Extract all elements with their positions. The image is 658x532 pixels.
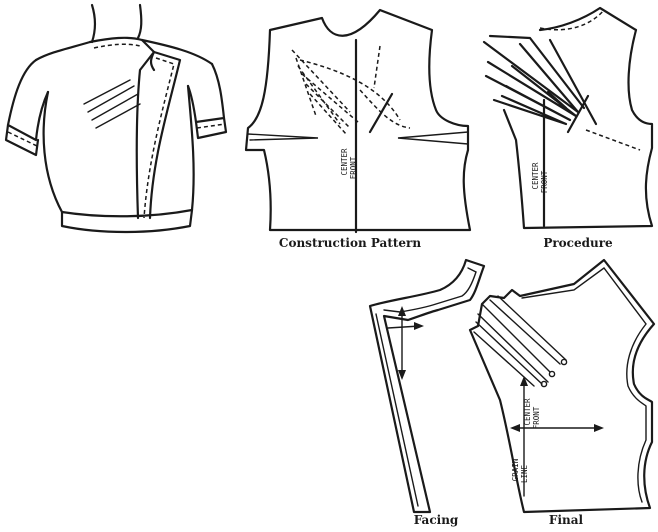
construction-guide-6	[309, 93, 347, 135]
collar-stitch	[93, 43, 141, 49]
wrap-inner	[135, 50, 156, 220]
tuck-1	[83, 79, 131, 105]
final-center-label-a: CENTER	[523, 398, 532, 426]
waistband	[60, 208, 194, 234]
procedure-tick-1	[546, 90, 568, 110]
cuff-right	[194, 116, 228, 140]
procedure-cut	[548, 38, 598, 126]
facing-grain-arrow-down	[398, 370, 406, 380]
cuff-right-stitch	[196, 123, 226, 129]
procedure-pattern: CENTER FRONT Procedure	[482, 6, 654, 250]
procedure-neck-dash	[539, 9, 605, 31]
tuck-2	[87, 85, 135, 113]
final-dart-1	[481, 303, 551, 373]
procedure-waist-dash	[585, 129, 641, 151]
final-grain-arrow-left	[510, 424, 520, 432]
procedure-outline	[502, 6, 654, 230]
final-dart-point-3	[540, 380, 548, 388]
tuck-4	[95, 103, 141, 129]
sleeve-right	[186, 62, 226, 124]
tuck-3	[91, 93, 139, 121]
final-grain-label-b: LINE	[520, 464, 529, 483]
cuff-left-stitch	[7, 131, 38, 147]
final-outline	[468, 258, 656, 514]
construction-caption: Construction Pattern	[279, 236, 421, 250]
procedure-caption: Procedure	[543, 236, 613, 250]
final-dart-5	[489, 299, 561, 365]
procedure-fold-1	[488, 34, 586, 110]
procedure-fold-5	[492, 94, 568, 126]
final-grain-label-a: GRAIN	[511, 459, 520, 482]
procedure-fold-4	[484, 74, 572, 122]
facing-inner-edge	[375, 313, 419, 507]
final-dart-2	[477, 313, 549, 383]
neck-right	[136, 3, 143, 40]
final-center-label-b: FRONT	[532, 406, 541, 429]
shoulder-left	[34, 40, 92, 62]
facing-inner	[383, 267, 477, 313]
bodice-side-left	[42, 90, 64, 214]
wrap-stitch	[143, 57, 175, 219]
construction-outline	[244, 8, 472, 232]
procedure-center-label: CENTER	[531, 162, 540, 190]
construction-guide-1	[291, 49, 351, 113]
procedure-slash	[566, 94, 590, 134]
final-grain-arrow-up	[520, 376, 528, 386]
construction-guide-8	[359, 89, 411, 129]
final-seam-allowance	[521, 267, 647, 503]
construction-center-label-a: CENTER	[340, 148, 349, 176]
procedure-fold-3	[486, 60, 578, 118]
construction-center-label-b: FRONT	[349, 156, 358, 179]
shoulder-right	[140, 38, 214, 66]
construction-pattern: CENTER FRONT Construction Pattern	[244, 8, 472, 250]
neck-left	[90, 3, 97, 44]
facing-caption: Facing	[414, 513, 459, 527]
final-pattern: CENTER FRONT GRAIN LINE Final	[468, 258, 656, 527]
blouse-sketch	[4, 3, 228, 234]
sleeve-left	[6, 58, 50, 142]
construction-guide-7	[299, 59, 401, 121]
construction-waist-dart-right	[397, 131, 469, 145]
construction-slash	[368, 92, 394, 134]
facing-grain-arrow-up	[398, 306, 406, 316]
wrap-edge	[148, 50, 182, 220]
final-dart-point-1	[560, 358, 568, 366]
construction-guide-9	[373, 45, 381, 89]
construction-guide-3	[297, 65, 341, 125]
construction-guide-4	[301, 73, 359, 123]
procedure-front-label: FRONT	[540, 170, 549, 193]
collar	[88, 36, 156, 72]
construction-guide-5	[305, 83, 351, 129]
final-dart-6	[497, 295, 567, 361]
facing-outline	[368, 258, 486, 514]
construction-waist-dart-left	[247, 133, 319, 141]
final-dart-3	[475, 321, 543, 385]
facing-pattern: Facing	[368, 258, 486, 527]
final-grain-arrow-right	[594, 424, 604, 432]
bodice-side-right	[186, 84, 195, 212]
cuff-left	[4, 123, 40, 157]
final-caption: Final	[549, 513, 584, 527]
final-dart-point-2	[548, 370, 556, 378]
facing-grain-arrow-right	[414, 322, 424, 330]
